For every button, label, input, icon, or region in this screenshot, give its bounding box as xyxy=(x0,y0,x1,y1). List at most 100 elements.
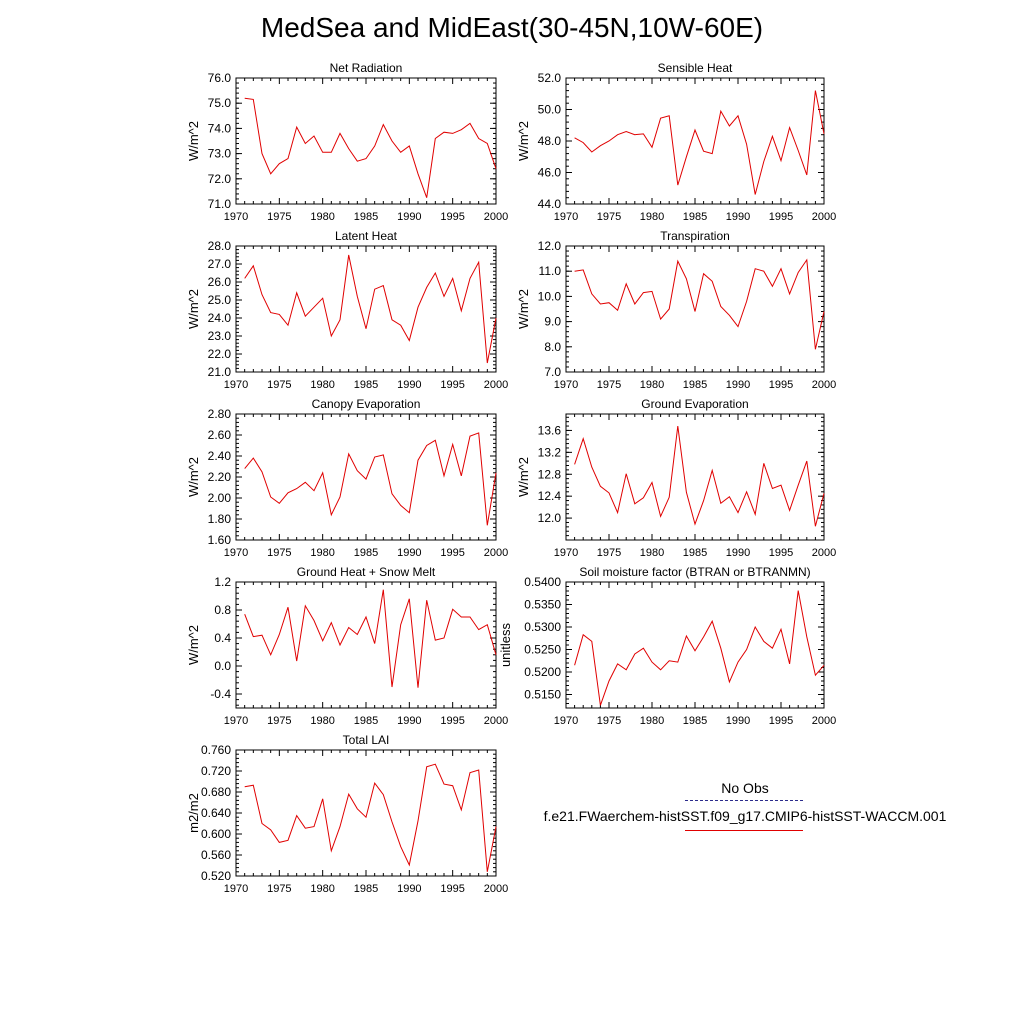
x-tick-label: 2000 xyxy=(484,715,508,727)
y-tick-label: 0.4 xyxy=(214,631,231,645)
x-tick-label: 1985 xyxy=(683,715,707,727)
x-tick-label: 2000 xyxy=(812,715,836,727)
x-tick-label: 1970 xyxy=(554,547,578,559)
y-tick-label: 11.0 xyxy=(539,264,562,278)
x-tick-label: 1970 xyxy=(554,379,578,391)
y-tick-label: 52.0 xyxy=(538,71,562,85)
y-tick-label: 73.0 xyxy=(208,147,232,161)
x-tick-label: 1970 xyxy=(224,883,248,895)
y-axis-label: W/m^2 xyxy=(186,625,201,665)
y-tick-label: 72.0 xyxy=(208,172,232,186)
x-tick-label: 1985 xyxy=(354,715,378,727)
x-tick-label: 1995 xyxy=(769,379,793,391)
y-tick-label: 0.5200 xyxy=(524,665,561,679)
y-tick-label: 0.560 xyxy=(201,848,231,862)
y-tick-label: 76.0 xyxy=(208,71,232,85)
y-tick-label: -0.4 xyxy=(210,687,231,701)
x-tick-label: 1995 xyxy=(769,211,793,223)
figure-title: MedSea and MidEast(30-45N,10W-60E) xyxy=(260,12,764,43)
y-tick-label: 0.760 xyxy=(201,743,231,757)
series-line xyxy=(244,589,497,688)
x-tick-label: 1975 xyxy=(267,547,291,559)
y-tick-label: 26.0 xyxy=(208,275,232,289)
x-tick-label: 1990 xyxy=(726,379,750,391)
series-line xyxy=(574,426,825,527)
x-tick-label: 1985 xyxy=(354,547,378,559)
x-tick-label: 1980 xyxy=(310,379,334,391)
y-tick-label: 9.0 xyxy=(544,315,561,329)
y-tick-label: 2.20 xyxy=(208,470,232,484)
x-tick-label: 1990 xyxy=(397,211,421,223)
x-tick-label: 1980 xyxy=(640,547,664,559)
legend-obs-label: No Obs xyxy=(721,780,769,796)
x-tick-label: 1975 xyxy=(597,211,621,223)
x-tick-label: 1995 xyxy=(440,211,464,223)
x-tick-label: 1975 xyxy=(597,379,621,391)
x-tick-label: 1980 xyxy=(310,211,334,223)
y-tick-label: 28.0 xyxy=(208,239,232,253)
x-tick-label: 1990 xyxy=(726,547,750,559)
x-tick-label: 1970 xyxy=(224,379,248,391)
x-tick-label: 1970 xyxy=(554,715,578,727)
y-tick-label: 12.0 xyxy=(538,239,562,253)
plot-frame xyxy=(235,77,497,205)
x-tick-label: 1980 xyxy=(310,547,334,559)
y-axis-label: unitless xyxy=(498,622,513,667)
panel-title: Soil moisture factor (BTRAN or BTRANMN) xyxy=(579,565,810,579)
x-tick-label: 1970 xyxy=(224,547,248,559)
x-tick-label: 1980 xyxy=(640,715,664,727)
x-tick-label: 1970 xyxy=(224,211,248,223)
x-tick-label: 1995 xyxy=(440,883,464,895)
x-tick-label: 1980 xyxy=(640,211,664,223)
x-tick-label: 1990 xyxy=(397,379,421,391)
x-tick-label: 1975 xyxy=(267,883,291,895)
y-tick-label: 0.640 xyxy=(201,806,231,820)
y-tick-label: 0.600 xyxy=(201,827,231,841)
y-tick-label: 2.60 xyxy=(208,428,232,442)
x-tick-label: 1995 xyxy=(769,547,793,559)
y-tick-label: 0.680 xyxy=(201,785,231,799)
x-tick-label: 2000 xyxy=(812,547,836,559)
y-tick-label: 0.720 xyxy=(201,764,231,778)
y-tick-label: 7.0 xyxy=(544,365,561,379)
x-tick-label: 1980 xyxy=(640,379,664,391)
x-tick-label: 1980 xyxy=(310,715,334,727)
chart-panel: 1970 1975 1980 1985 1990 1995 2000 71.0 72.0 73.0… xyxy=(186,61,508,223)
chart-panel: 1970 1975 1980 1985 1990 1995 2000 1.60 1.80 2.00… xyxy=(186,397,508,559)
plot-frame xyxy=(235,245,497,373)
y-axis-label: m2/m2 xyxy=(186,793,201,833)
x-tick-label: 1975 xyxy=(267,379,291,391)
series-line xyxy=(574,258,825,350)
plot-frame xyxy=(565,413,825,541)
y-tick-label: 25.0 xyxy=(208,293,232,307)
y-axis-label: W/m^2 xyxy=(186,289,201,329)
x-tick-label: 1975 xyxy=(597,715,621,727)
plot-frame xyxy=(235,413,497,541)
y-tick-label: 0.5150 xyxy=(524,688,561,702)
y-tick-label: 23.0 xyxy=(208,329,232,343)
x-tick-label: 1990 xyxy=(397,547,421,559)
y-tick-label: 0.8 xyxy=(214,603,231,617)
panel-title: Transpiration xyxy=(660,229,730,243)
y-tick-label: 10.0 xyxy=(538,289,562,303)
x-tick-label: 2000 xyxy=(812,379,836,391)
x-tick-label: 2000 xyxy=(484,547,508,559)
x-tick-label: 1985 xyxy=(354,379,378,391)
x-tick-label: 1990 xyxy=(726,211,750,223)
series-line xyxy=(244,97,497,198)
panel-title: Net Radiation xyxy=(330,61,403,75)
legend-model-line xyxy=(685,830,803,831)
y-tick-label: 0.0 xyxy=(214,659,231,673)
x-tick-label: 1970 xyxy=(224,715,248,727)
y-axis-label: W/m^2 xyxy=(186,121,201,161)
y-tick-label: 0.520 xyxy=(201,869,231,883)
x-tick-label: 2000 xyxy=(484,211,508,223)
series-line xyxy=(574,90,825,195)
series-line xyxy=(574,590,825,706)
y-tick-label: 71.0 xyxy=(208,197,232,211)
y-tick-label: 46.0 xyxy=(538,166,562,180)
y-tick-label: 12.8 xyxy=(538,467,562,481)
panel-title: Canopy Evaporation xyxy=(312,397,421,411)
x-tick-label: 1985 xyxy=(683,379,707,391)
